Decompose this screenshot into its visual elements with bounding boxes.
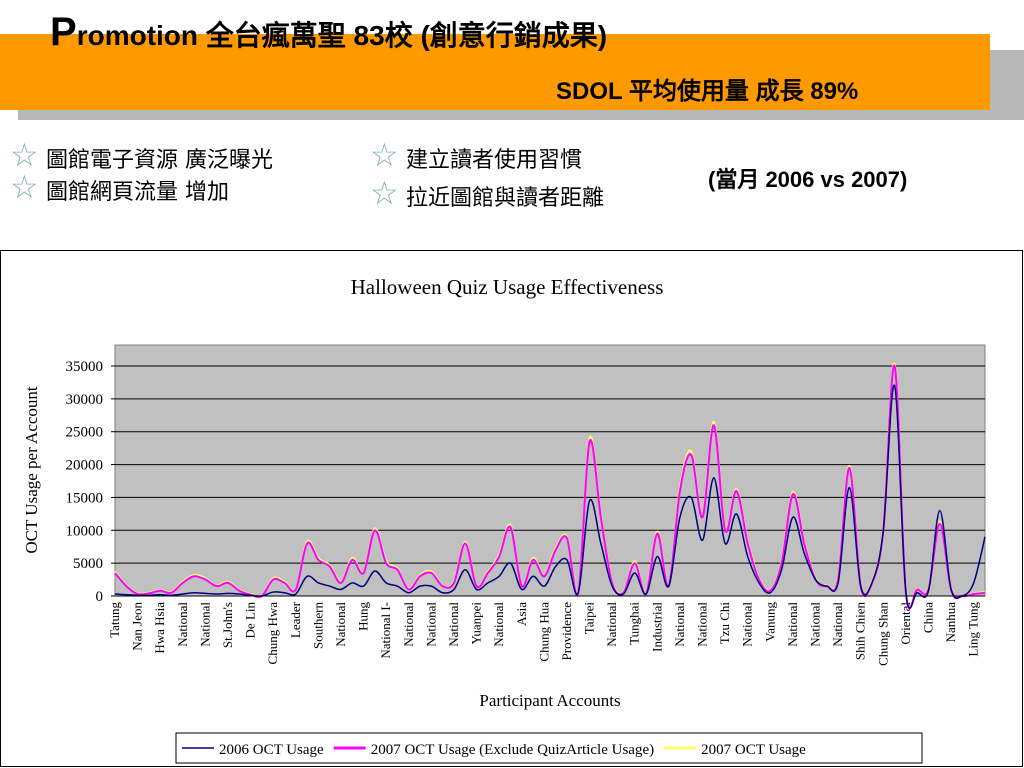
x-tick-label: Leader [288,601,303,638]
slide-subtitle: SDOL 平均使用量 成長 89% [556,78,859,105]
x-axis-label: Participant Accounts [479,691,620,710]
x-tick-label: National [785,602,800,647]
x-tick-label: Ling Tung [966,602,981,657]
x-tick-label: Asia [514,602,529,626]
legend-box [175,732,923,764]
header-bar [0,34,990,110]
x-tick-label: Nanhua [943,602,958,643]
bullet: 圖館網頁流量 增加 [6,168,229,206]
series-line [114,384,986,609]
x-tick-label: National [175,602,190,647]
x-tick-label: National [401,602,416,647]
x-tick-label: Southern [310,602,325,649]
x-tick-label: Tzu Chi [717,602,732,645]
y-tick-label: 10000 [66,523,104,539]
x-tick-label: Chung Hua [536,602,551,662]
bullet: 拉近圖館與讀者距離 [366,174,604,212]
x-tick-label: Industrial [649,602,664,652]
legend-label: 2007 OCT Usage [701,742,806,758]
x-tick-label: De Lin [243,602,258,639]
x-tick-label: National [446,602,461,647]
y-tick-label: 15000 [66,490,104,506]
x-tick-label: Oriental [898,602,913,645]
y-tick-label: 5000 [73,556,103,572]
y-tick-label: 20000 [66,458,104,474]
x-tick-label: National I- [378,602,393,659]
x-tick-label: National [808,602,823,647]
bullet: 圖館電子資源 廣泛曝光 [6,136,273,174]
x-tick-label: Chung Shan [875,602,890,666]
legend: 2006 OCT Usage 2007 OCT Usage (Exclude Qu… [175,732,923,764]
x-tick-label: National [695,602,710,647]
y-tick-label: 25000 [66,425,104,441]
x-tick-label: National [830,602,845,647]
x-tick-label: Chung Hwa [265,602,280,665]
x-tick-label: Tunghai [627,602,642,645]
x-tick-label: Tatung [107,602,122,638]
y-tick-label: 35000 [66,359,104,375]
plot-area [114,344,986,597]
note: (當月 2006 vs 2007) [708,167,908,192]
x-tick-label: Vanung [762,602,777,642]
x-tick-label: St.John's [220,602,235,648]
x-tick-label: National [491,602,506,647]
x-tick-label: Nan Jeon [130,602,145,651]
x-tick-label: Hwa Hsia [152,602,167,654]
x-tick-label: National [333,602,348,647]
x-tick-label: China [921,602,936,633]
legend-label: 2006 OCT Usage [219,742,324,758]
bullet: 建立讀者使用習慣 [366,136,582,174]
y-axis-label: OCT Usage per Account [22,386,41,554]
y-tick-label: 30000 [66,392,104,408]
x-tick-label: Shih Chien [853,602,868,661]
x-tick-label: Hung [356,602,371,631]
x-tick-label: Yuanpei [469,602,484,645]
slide-title: Promotion 全台瘋萬聖 83校 (創意行銷成果) [50,10,608,54]
x-tick-label: National [672,602,687,647]
y-tick-label: 0 [96,589,104,605]
x-tick-label: National [740,602,755,647]
x-tick-label: National [197,602,212,647]
legend-label: 2007 OCT Usage (Exclude QuizArticle Usag… [371,742,654,758]
x-tick-label: Providence [559,602,574,661]
chart-title: Halloween Quiz Usage Effectiveness [351,275,664,299]
x-tick-label: National [423,602,438,647]
x-tick-label: National [604,602,619,647]
x-tick-label: Taipei [582,602,597,635]
